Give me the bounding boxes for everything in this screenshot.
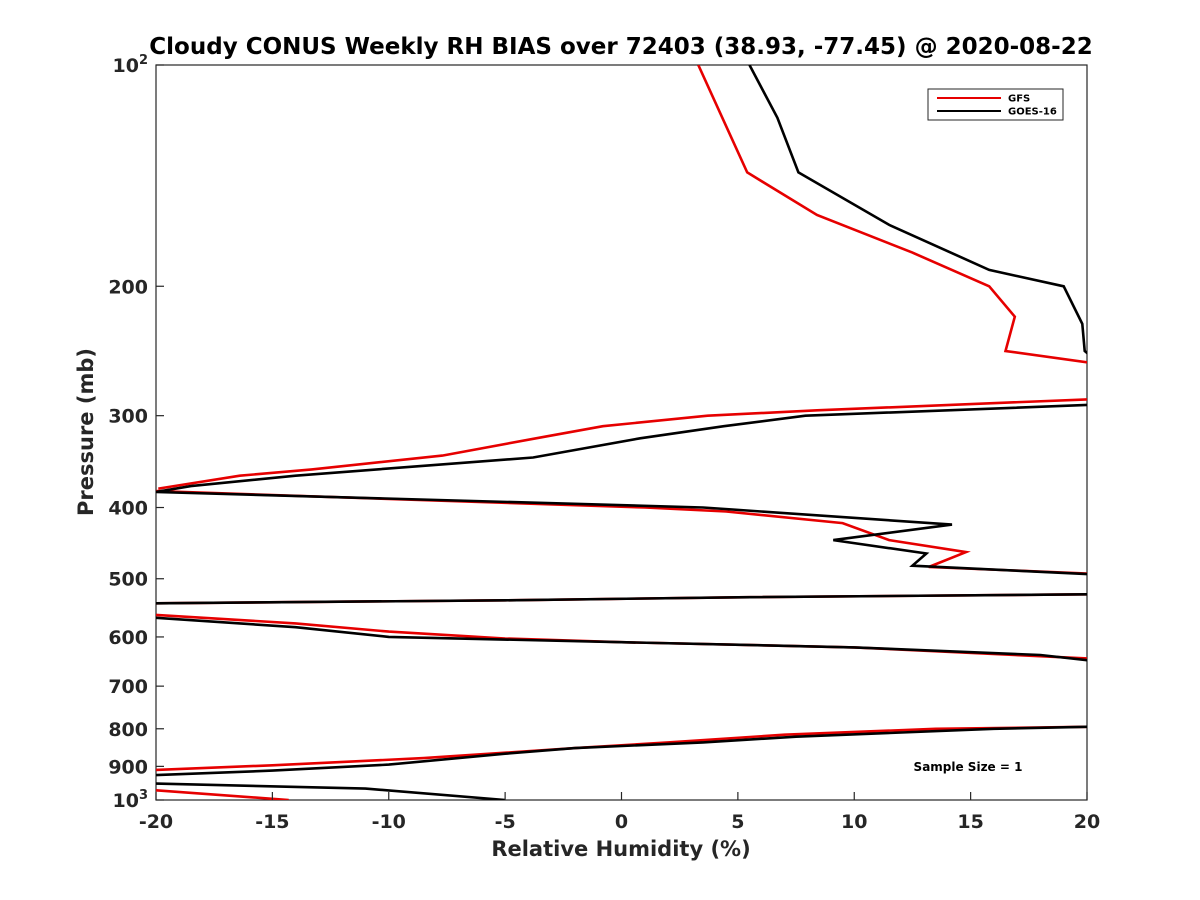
plot-area: -20 -15 -10 -5 0 5 10 15 20 102 200 300 400 500 600 700… — [108, 53, 1100, 833]
legend-label-gfs: GFS — [1008, 94, 1030, 105]
x-tick-label: 10 — [841, 811, 867, 833]
y-tick-label: 400 — [108, 498, 148, 520]
x-tick-label: -15 — [255, 811, 289, 833]
series-layer — [156, 65, 1087, 800]
x-tick-label: -10 — [372, 811, 406, 833]
legend-label-goes16: GOES-16 — [1008, 107, 1057, 118]
y-tick-label: 700 — [108, 676, 148, 698]
y-tick-label: 600 — [108, 627, 148, 649]
x-tick-label: -20 — [139, 811, 173, 833]
x-axis-label: Relative Humidity (%) — [491, 837, 750, 861]
x-tick-label: 5 — [731, 811, 744, 833]
chart-title: Cloudy CONUS Weekly RH BIAS over 72403 (… — [149, 34, 1092, 60]
y-tick-label: 300 — [108, 406, 148, 428]
y-tick-label: 900 — [108, 756, 148, 778]
series-line-goes16 — [156, 65, 1087, 800]
y-tick-label: 102 — [113, 53, 149, 77]
y-tick-label: 800 — [108, 719, 148, 741]
axis-layer: -20 -15 -10 -5 0 5 10 15 20 102 200 300 400 500 600 700… — [108, 53, 1100, 833]
y-tick-label: 500 — [108, 569, 148, 591]
plot-frame — [155, 64, 1088, 801]
y-tick-label: 103 — [113, 788, 149, 812]
x-tick-label: 15 — [957, 811, 983, 833]
sample-size-annotation: Sample Size = 1 — [914, 760, 1023, 774]
legend-box — [927, 88, 1064, 121]
x-tick-label: -5 — [495, 811, 516, 833]
y-axis-label: Pressure (mb) — [74, 348, 98, 516]
legend: GFS GOES-16 — [927, 88, 1064, 121]
y-tick-label: 200 — [108, 276, 148, 298]
x-tick-label: 20 — [1074, 811, 1100, 833]
x-tick-label: 0 — [615, 811, 628, 833]
